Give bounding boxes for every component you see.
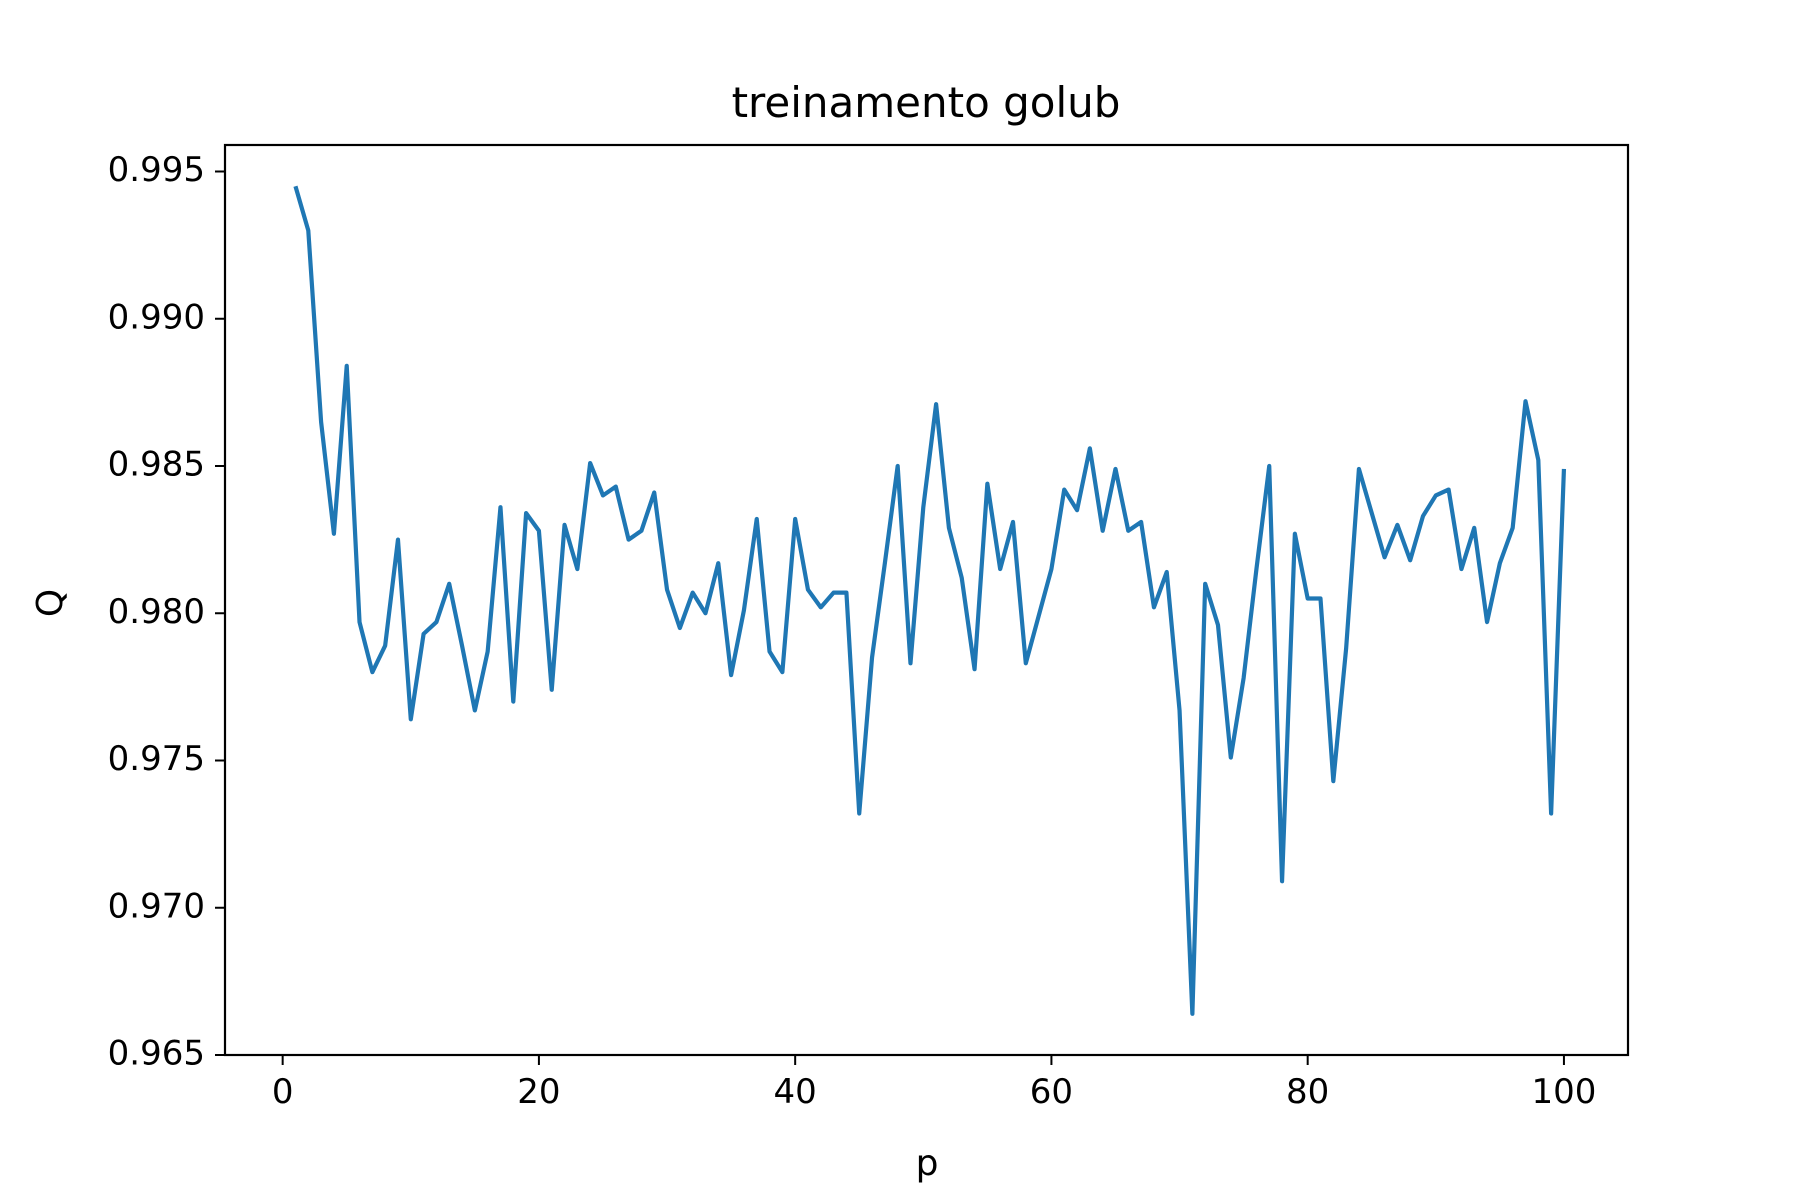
x-axis-label: p: [916, 1143, 939, 1184]
plot-area-frame: [223, 143, 1630, 1057]
series-line: [293, 185, 1567, 1016]
y-tick-label: 0.965: [108, 1034, 205, 1074]
x-axis-ticks: 0 20 40 60 80 100: [272, 1055, 1596, 1112]
chart-title: treinamento golub: [732, 78, 1121, 127]
x-tick-label: 40: [774, 1072, 817, 1112]
y-tick-label: 0.995: [108, 150, 205, 190]
y-tick-label: 0.985: [108, 445, 205, 485]
y-axis-label: Q: [30, 589, 71, 617]
x-tick-label: 0: [272, 1072, 294, 1112]
x-tick-label: 100: [1531, 1072, 1596, 1112]
x-tick-label: 80: [1286, 1072, 1329, 1112]
y-tick-label: 0.975: [108, 739, 205, 779]
y-tick-label: 0.990: [108, 297, 205, 337]
y-axis-ticks: 0.965 0.970 0.975 0.980 0.985 0.990 0.995: [108, 150, 225, 1074]
x-tick-label: 20: [517, 1072, 560, 1112]
x-tick-label: 60: [1030, 1072, 1073, 1112]
y-tick-label: 0.970: [108, 886, 205, 926]
y-tick-label: 0.980: [108, 592, 205, 632]
